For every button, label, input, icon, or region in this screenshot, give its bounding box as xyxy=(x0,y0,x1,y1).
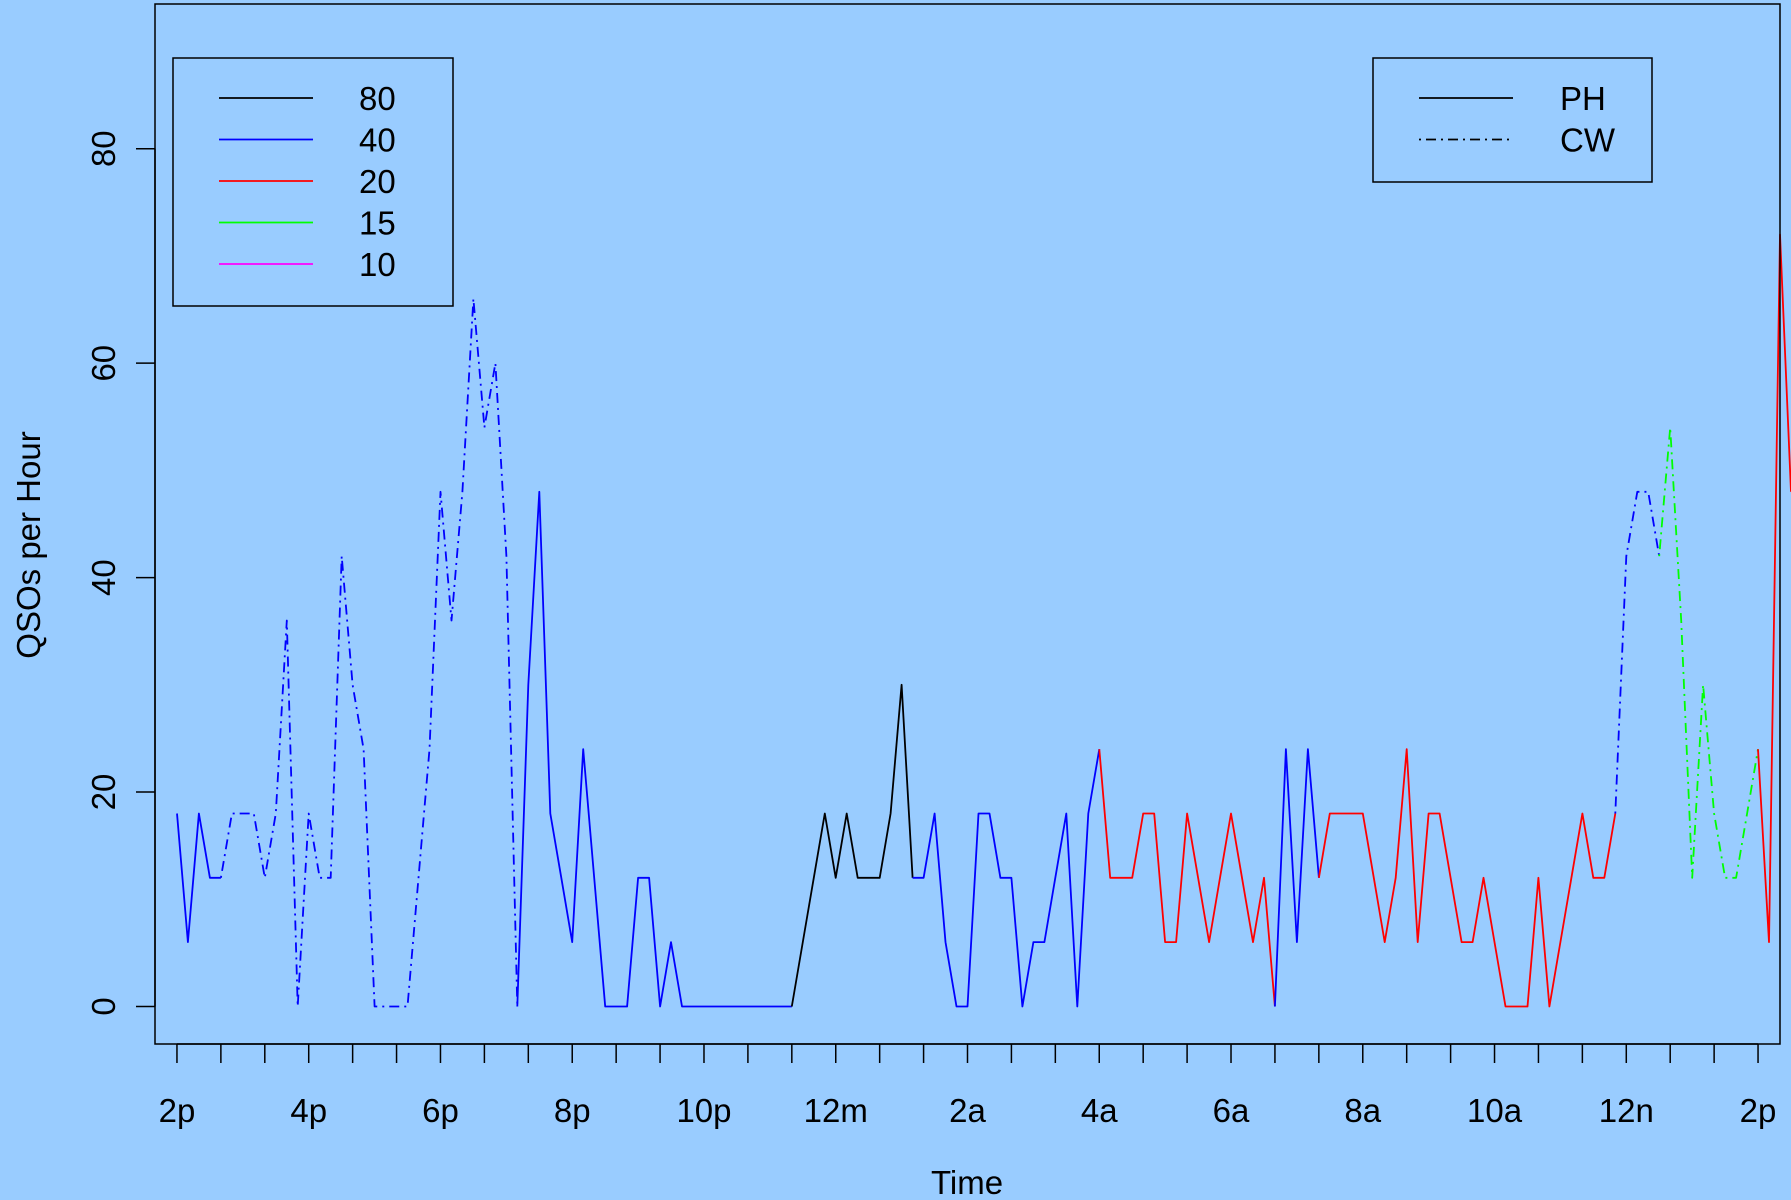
band-legend-label: 10 xyxy=(359,246,396,283)
y-tick-label: 20 xyxy=(85,774,122,811)
series-line-20m-ph xyxy=(1757,233,1791,943)
band-legend: 80 40 20 15 10 xyxy=(172,57,454,307)
series-line-40m-ph xyxy=(516,490,792,1008)
x-tick-label: 2p xyxy=(159,1092,196,1129)
mode-legend: PH CW xyxy=(1372,57,1653,183)
series-line-40m-cw xyxy=(1614,490,1661,814)
band-legend-label: 20 xyxy=(359,163,396,200)
y-tick-label: 0 xyxy=(85,997,122,1015)
y-axis-title: QSOs per Hour xyxy=(10,431,47,658)
series-line-40m-ph xyxy=(176,812,221,943)
band-legend-label: 40 xyxy=(359,122,396,159)
x-axis: 2p 4p 6p 8p 10p 12m 2a 4a 6a 8a 10a 12n 2p xyxy=(159,1043,1777,1129)
y-tick-label: 60 xyxy=(85,345,122,382)
x-tick-label: 2a xyxy=(949,1092,986,1129)
series-line-40m-ph xyxy=(912,749,1101,1008)
series-line-40m-cw xyxy=(220,297,519,1008)
y-tick-label: 80 xyxy=(85,130,122,167)
series-line-15m-cw xyxy=(1658,426,1759,879)
x-tick-label: 12n xyxy=(1599,1092,1654,1129)
x-tick-label: 8a xyxy=(1344,1092,1381,1129)
series-line-20m-ph xyxy=(1098,749,1276,1007)
series-line-20m-ph xyxy=(1318,748,1617,1008)
band-legend-label: 80 xyxy=(359,80,396,117)
x-tick-label: 6a xyxy=(1213,1092,1250,1129)
x-tick-label: 4a xyxy=(1081,1092,1118,1129)
mode-legend-label: CW xyxy=(1560,122,1616,159)
x-tick-label: 4p xyxy=(290,1092,327,1129)
band-legend-label: 15 xyxy=(359,205,396,242)
series-lines xyxy=(176,233,1791,1008)
y-axis: 0 20 40 60 80 xyxy=(85,130,156,1016)
x-tick-label: 2p xyxy=(1740,1092,1777,1129)
x-tick-label: 8p xyxy=(554,1092,591,1129)
x-tick-label: 12m xyxy=(804,1092,868,1129)
mode-legend-box xyxy=(1372,57,1653,183)
x-tick-label: 6p xyxy=(422,1092,459,1129)
series-line-40m-ph xyxy=(1274,748,1320,1007)
series-line-80m-ph xyxy=(790,683,914,1007)
band-legend-box xyxy=(172,57,454,307)
x-tick-label: 10p xyxy=(676,1092,731,1129)
y-tick-label: 40 xyxy=(85,559,122,596)
x-tick-label: 10a xyxy=(1467,1092,1523,1129)
x-axis-title: Time xyxy=(931,1164,1003,1200)
mode-legend-label: PH xyxy=(1560,80,1606,117)
